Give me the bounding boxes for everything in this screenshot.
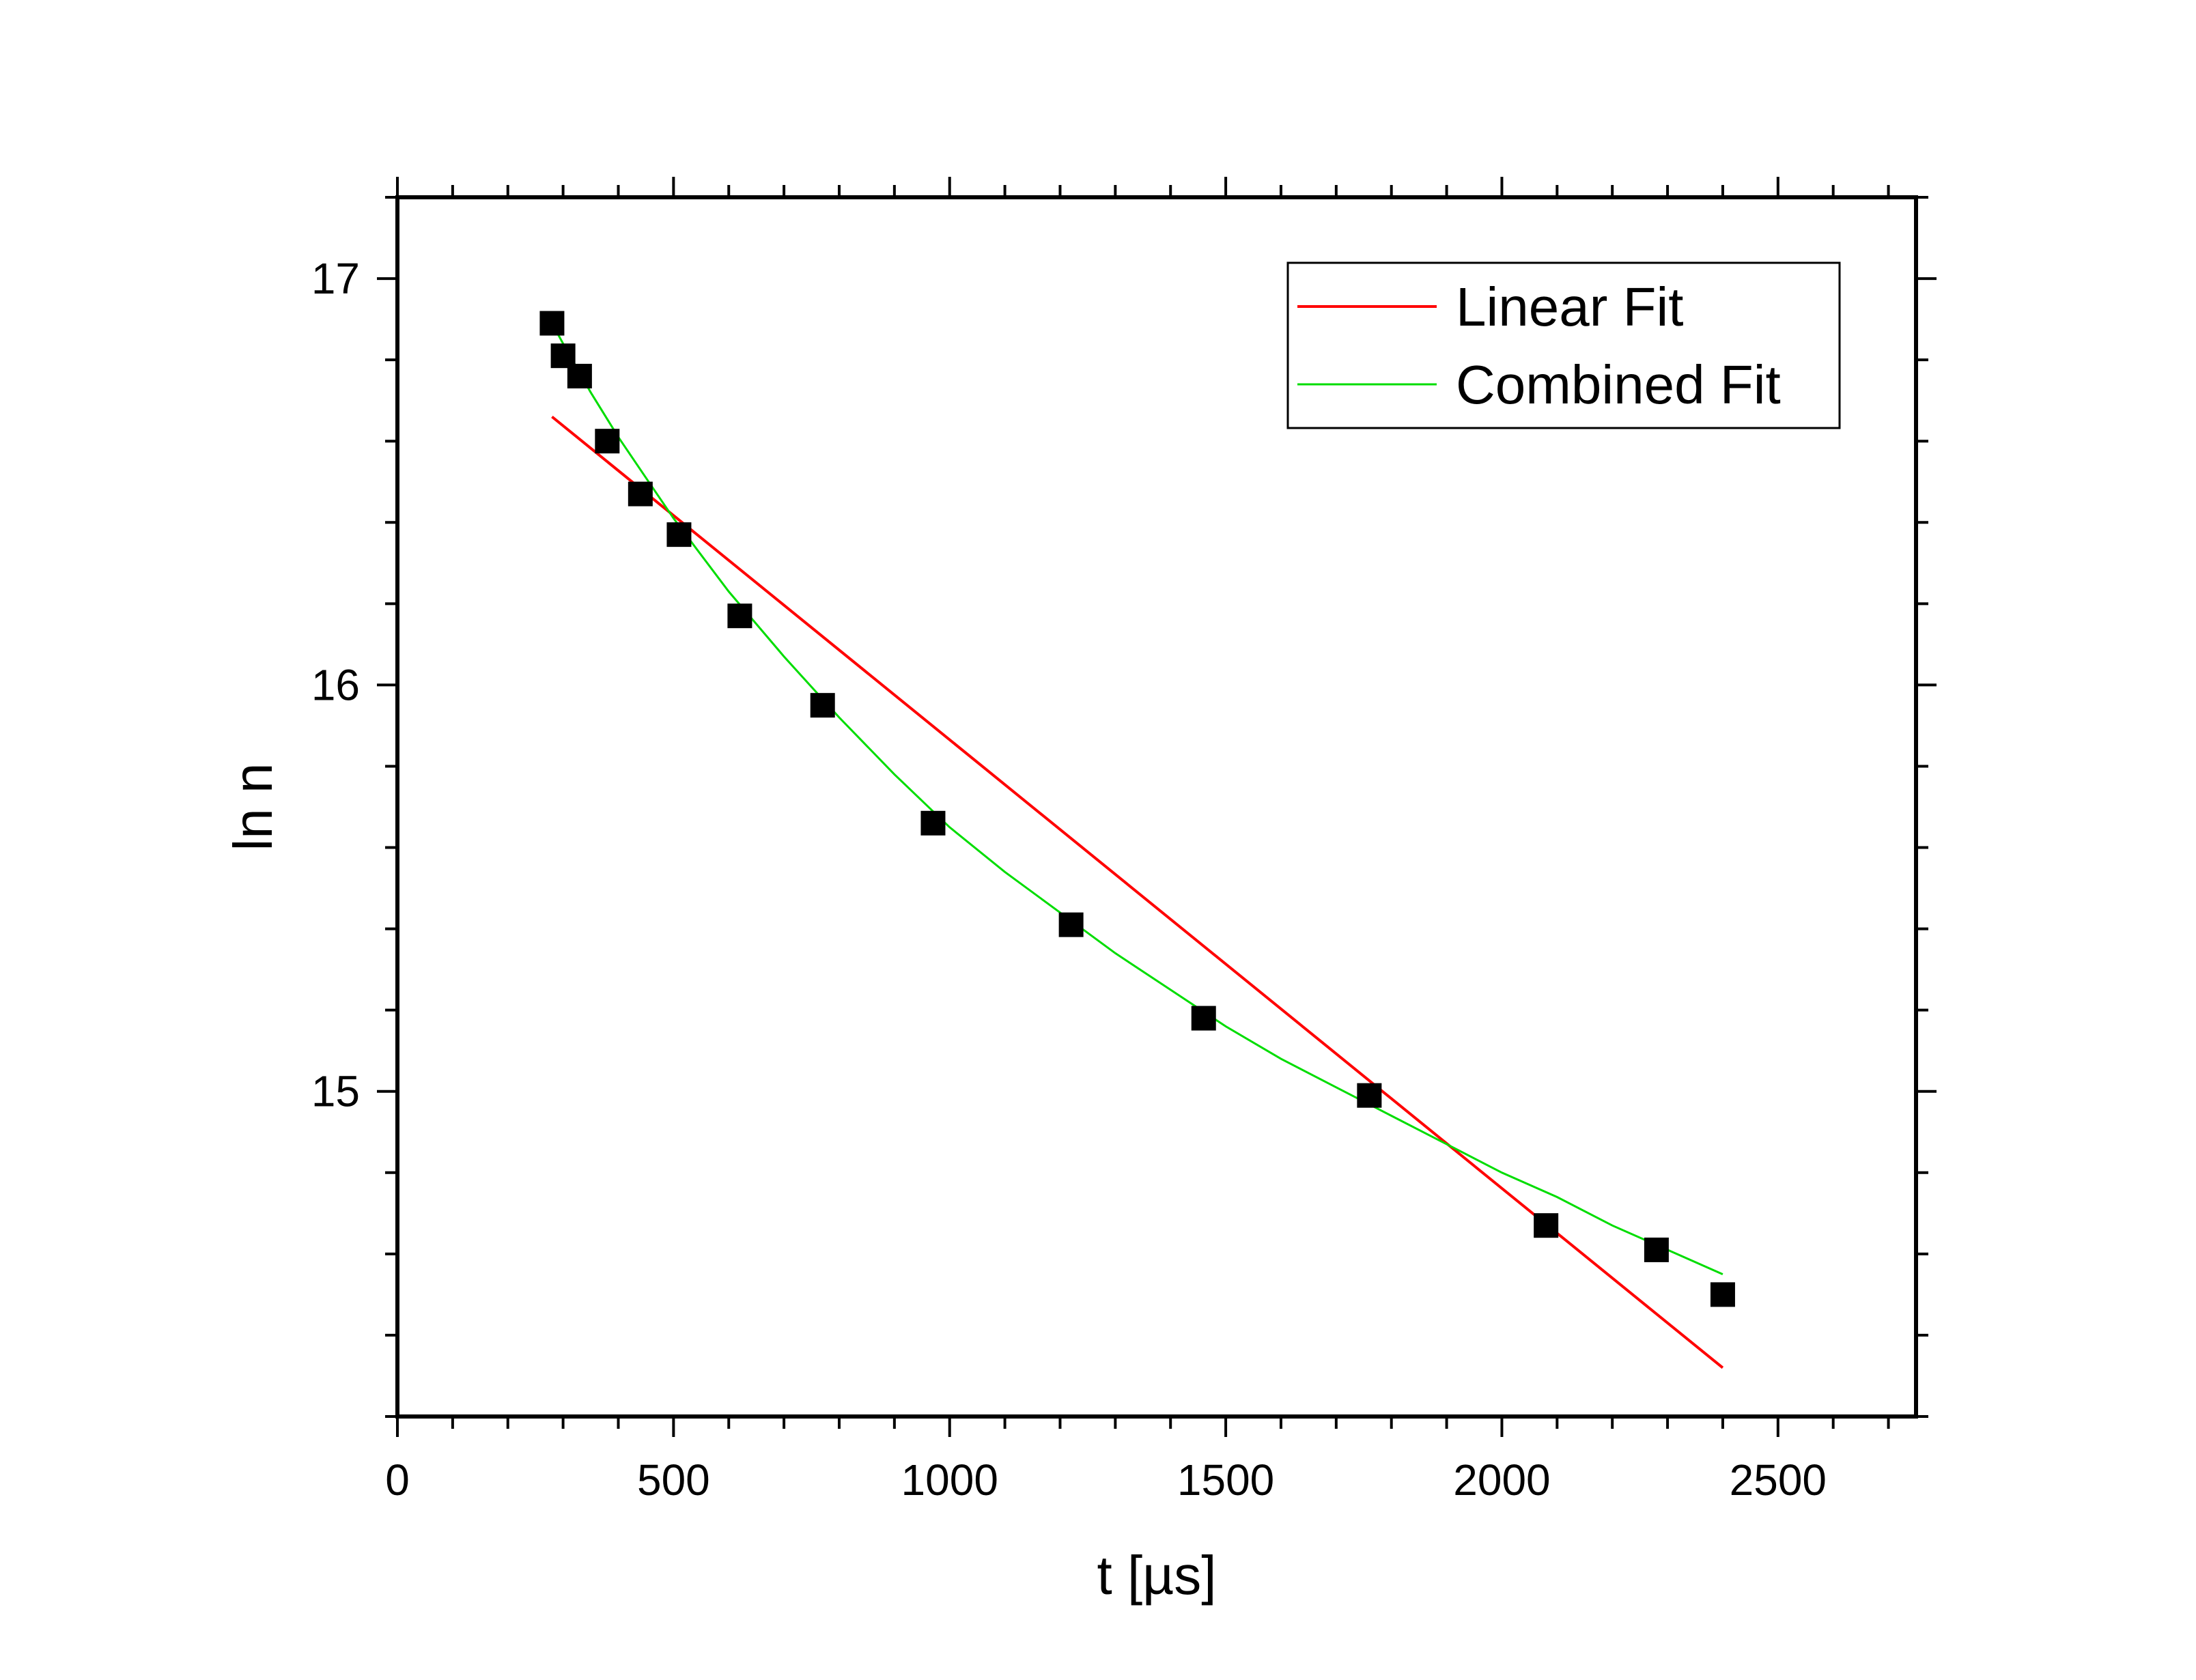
- linear-fit-line: [551, 415, 1724, 1369]
- plot-series: [539, 311, 1735, 1369]
- x-axis-title: t [µs]: [1097, 1545, 1217, 1606]
- legend-box: [1286, 261, 1841, 429]
- data-point: [727, 603, 752, 629]
- data-point: [539, 311, 565, 336]
- data-point: [810, 693, 835, 718]
- y-axis-title: ln n: [223, 763, 283, 851]
- x-tick-label: 1000: [901, 1455, 998, 1505]
- data-point: [1644, 1237, 1669, 1262]
- data-point: [595, 429, 620, 454]
- data-point: [1534, 1213, 1559, 1238]
- y-tick-label: 16: [311, 660, 360, 709]
- legend-label-linear-fit: Linear Fit: [1456, 276, 1683, 337]
- legend-label-combined-fit: Combined Fit: [1456, 354, 1781, 415]
- legend: Linear Fit Combined Fit: [1286, 261, 1841, 429]
- x-tick-label: 2000: [1453, 1455, 1550, 1505]
- tick-labels: 0 500 1000 1500 2000 2500 15 16 17: [311, 254, 1827, 1505]
- data-point: [920, 810, 946, 836]
- data-point: [1357, 1083, 1382, 1108]
- x-tick-label: 1500: [1177, 1455, 1274, 1505]
- data-point: [1191, 1006, 1216, 1031]
- data-point: [628, 481, 653, 507]
- x-tick-label: 500: [637, 1455, 710, 1505]
- plot-frame: [395, 195, 1918, 1419]
- data-point: [1058, 912, 1084, 937]
- data-point: [666, 522, 692, 547]
- x-tick-label: 0: [385, 1455, 410, 1505]
- y-tick-label: 17: [311, 254, 360, 303]
- data-point: [1710, 1282, 1735, 1307]
- y-tick-label: 15: [311, 1067, 360, 1116]
- data-point: [567, 363, 592, 388]
- x-tick-label: 2500: [1730, 1455, 1827, 1505]
